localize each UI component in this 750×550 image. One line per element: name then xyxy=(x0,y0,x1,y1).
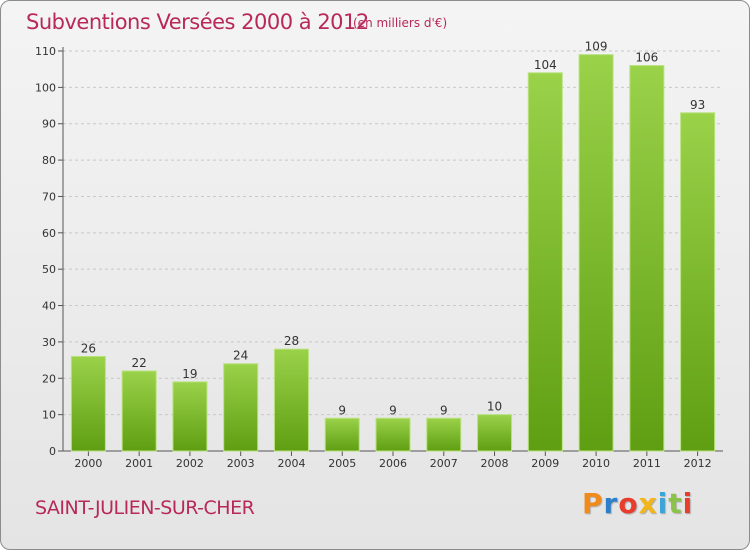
logo-letter: t xyxy=(668,487,683,520)
bar-2012 xyxy=(680,112,716,452)
bar-2005 xyxy=(324,417,360,452)
x-tick-label-2011: 2011 xyxy=(633,457,661,470)
y-tick-label: 100 xyxy=(35,81,56,94)
bar-2001 xyxy=(121,370,157,452)
y-tick-label: 90 xyxy=(42,118,56,131)
logo-letter: x xyxy=(638,487,658,520)
y-tick-label: 110 xyxy=(35,45,56,58)
y-tick-label: 30 xyxy=(42,336,56,349)
bar-2011 xyxy=(629,65,665,452)
data-label-2000: 26 xyxy=(81,341,96,355)
logo-letter: i xyxy=(657,487,669,520)
y-tick-label: 50 xyxy=(42,263,56,276)
axes: 0 10 20 30 40 50 60 70 80 90 100 110 2000 2001 2002 200… xyxy=(35,45,723,470)
x-tick-label-2002: 2002 xyxy=(176,457,204,470)
logo-letter: r xyxy=(603,487,619,520)
data-label-2001: 22 xyxy=(132,356,147,370)
bars xyxy=(70,54,716,452)
x-tick-label-2012: 2012 xyxy=(684,457,712,470)
data-label-2008: 10 xyxy=(487,400,502,414)
x-tick-label-2000: 2000 xyxy=(74,457,102,470)
bar-2007 xyxy=(426,417,462,452)
y-tick-label: 80 xyxy=(42,154,56,167)
logo-letter: P xyxy=(582,487,604,520)
x-tick-label-2010: 2010 xyxy=(582,457,610,470)
bar-2009 xyxy=(527,72,563,452)
grid-lines xyxy=(63,50,723,416)
data-label-2012: 93 xyxy=(690,98,705,112)
x-tick-label-2003: 2003 xyxy=(227,457,255,470)
y-tick-label: 10 xyxy=(42,409,56,422)
proxiti-logo[interactable]: Proxiti xyxy=(582,487,693,520)
bar-2003 xyxy=(223,363,259,452)
data-label-2006: 9 xyxy=(389,403,397,417)
bar-2006 xyxy=(375,417,411,452)
y-tick-label: 40 xyxy=(42,300,56,313)
bar-2000 xyxy=(70,355,106,452)
chart-subtitle: (en milliers d'€) xyxy=(353,16,448,30)
chart-title: Subventions Versées 2000 à 2012 xyxy=(26,10,369,34)
logo-letter: o xyxy=(618,487,639,520)
bar-2002 xyxy=(172,381,208,452)
x-tick-label-2004: 2004 xyxy=(277,457,305,470)
y-tick-label: 60 xyxy=(42,227,56,240)
x-tick-label-2007: 2007 xyxy=(430,457,458,470)
x-tick-label-2009: 2009 xyxy=(531,457,559,470)
bar-2004 xyxy=(273,348,309,452)
data-labels: 26 22 19 24 28 9 9 9 10 104 109 106 93 xyxy=(81,40,706,418)
bar-2008 xyxy=(477,414,513,452)
x-tick-label-2008: 2008 xyxy=(481,457,509,470)
data-label-2009: 104 xyxy=(534,58,557,72)
logo-letter: i xyxy=(682,487,694,520)
data-label-2002: 19 xyxy=(182,367,197,381)
data-label-2005: 9 xyxy=(338,403,346,417)
bar-2010 xyxy=(578,54,614,452)
data-label-2003: 24 xyxy=(233,349,248,363)
commune-name: SAINT-JULIEN-SUR-CHER xyxy=(35,497,255,519)
data-label-2007: 9 xyxy=(440,403,448,417)
y-tick-label: 20 xyxy=(42,372,56,385)
x-tick-label-2001: 2001 xyxy=(125,457,153,470)
data-label-2011: 106 xyxy=(635,51,658,65)
data-label-2004: 28 xyxy=(284,334,299,348)
x-tick-label-2006: 2006 xyxy=(379,457,407,470)
x-tick-label-2005: 2005 xyxy=(328,457,356,470)
y-tick-label: 0 xyxy=(49,445,56,458)
data-label-2010: 109 xyxy=(585,40,608,54)
y-tick-label: 70 xyxy=(42,190,56,203)
